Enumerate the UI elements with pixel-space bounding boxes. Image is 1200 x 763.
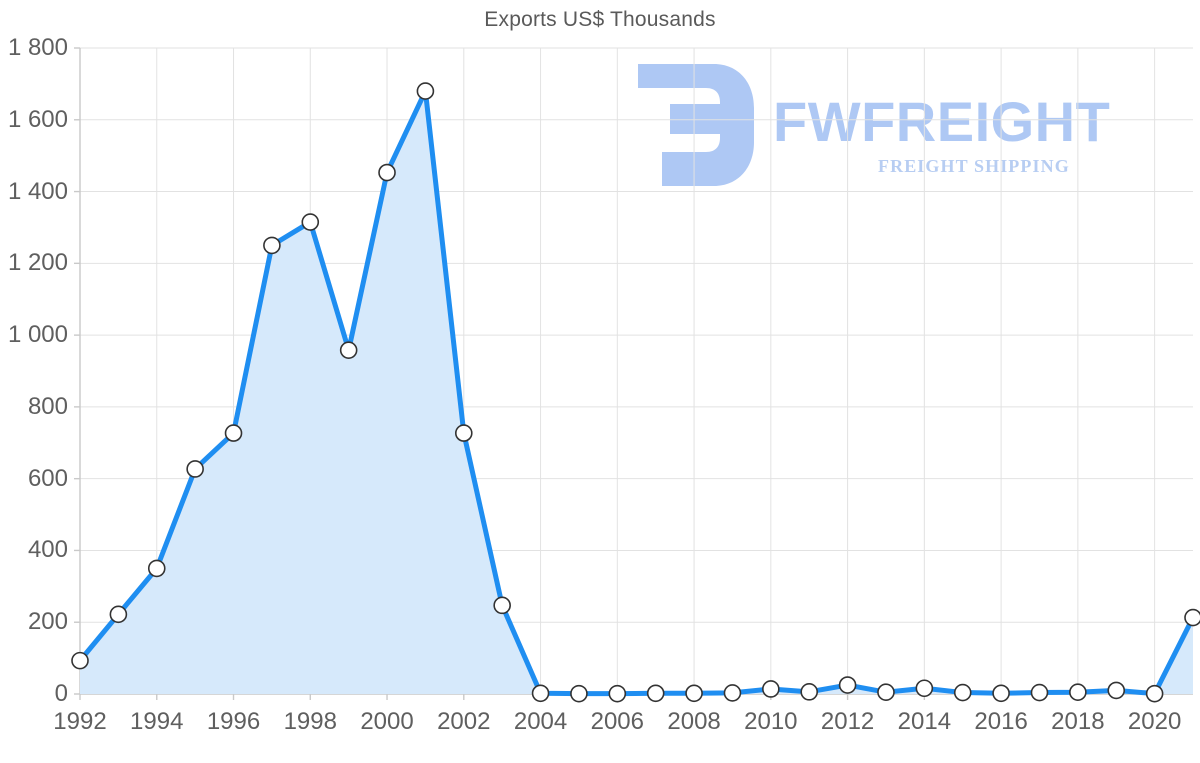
data-point-marker[interactable] (109, 605, 128, 624)
x-tick-label: 1998 (283, 708, 337, 735)
data-point-marker[interactable] (263, 236, 281, 255)
y-tick-label: 1 200 (7, 249, 68, 277)
data-point-marker[interactable] (531, 684, 550, 703)
data-point-marker[interactable] (723, 684, 742, 702)
data-point-marker[interactable] (877, 683, 895, 702)
series-area-fill (80, 91, 1193, 694)
data-point-marker[interactable] (454, 424, 473, 442)
x-tick-label: 2000 (360, 708, 414, 735)
data-point-marker[interactable] (339, 341, 358, 359)
y-tick-label: 1 000 (7, 321, 68, 349)
y-tick-label: 400 (27, 536, 68, 564)
y-tick-label: 1 600 (7, 105, 68, 133)
x-tick-label: 2020 (1127, 708, 1182, 735)
data-point-marker[interactable] (1184, 608, 1200, 627)
x-tick-label: 2008 (667, 708, 721, 735)
data-point-marker[interactable] (762, 680, 780, 698)
data-point-marker[interactable] (147, 559, 166, 578)
data-point-marker[interactable] (1107, 681, 1126, 700)
data-point-marker[interactable] (646, 684, 665, 703)
data-point-marker[interactable] (378, 163, 396, 182)
x-tick-label: 1996 (206, 708, 261, 735)
x-tick-label: 2006 (590, 708, 644, 735)
data-point-marker[interactable] (608, 684, 627, 703)
x-tick-label: 2012 (820, 708, 875, 735)
x-tick-label: 1992 (53, 708, 107, 735)
y-tick-label: 1 800 (7, 34, 68, 61)
data-point-marker[interactable] (493, 596, 511, 615)
data-point-marker[interactable] (301, 213, 320, 231)
data-point-marker[interactable] (992, 684, 1010, 703)
series-markers (71, 82, 1200, 703)
x-tick-label: 2016 (974, 708, 1028, 735)
data-point-marker[interactable] (915, 679, 934, 698)
data-point-marker[interactable] (71, 651, 89, 670)
data-point-marker[interactable] (800, 683, 819, 701)
data-point-marker[interactable] (1030, 683, 1049, 702)
data-point-marker[interactable] (685, 684, 703, 703)
data-point-marker[interactable] (186, 460, 204, 478)
data-point-marker[interactable] (224, 424, 243, 442)
grid-lines (79, 47, 1193, 695)
x-tick-label: 2010 (744, 708, 798, 735)
y-tick-label: 600 (27, 464, 68, 492)
data-point-marker[interactable] (838, 676, 857, 694)
x-tick-label: 2018 (1051, 708, 1105, 735)
y-tick-label: 200 (27, 608, 68, 636)
x-tick-label: 1994 (130, 708, 184, 735)
x-tick-label: 2014 (897, 708, 952, 735)
data-point-marker[interactable] (1145, 684, 1164, 703)
data-point-marker[interactable] (570, 684, 588, 703)
y-tick-label: 800 (27, 392, 68, 420)
data-point-marker[interactable] (416, 82, 435, 100)
data-point-marker[interactable] (953, 683, 972, 702)
x-tick-label: 2002 (437, 708, 491, 735)
data-point-marker[interactable] (1069, 683, 1087, 702)
chart-title: Exports US$ Thousands (484, 8, 716, 31)
y-tick-label: 1 400 (7, 177, 68, 205)
y-tick-label: 0 (54, 680, 68, 707)
x-tick-label: 2004 (513, 708, 568, 735)
